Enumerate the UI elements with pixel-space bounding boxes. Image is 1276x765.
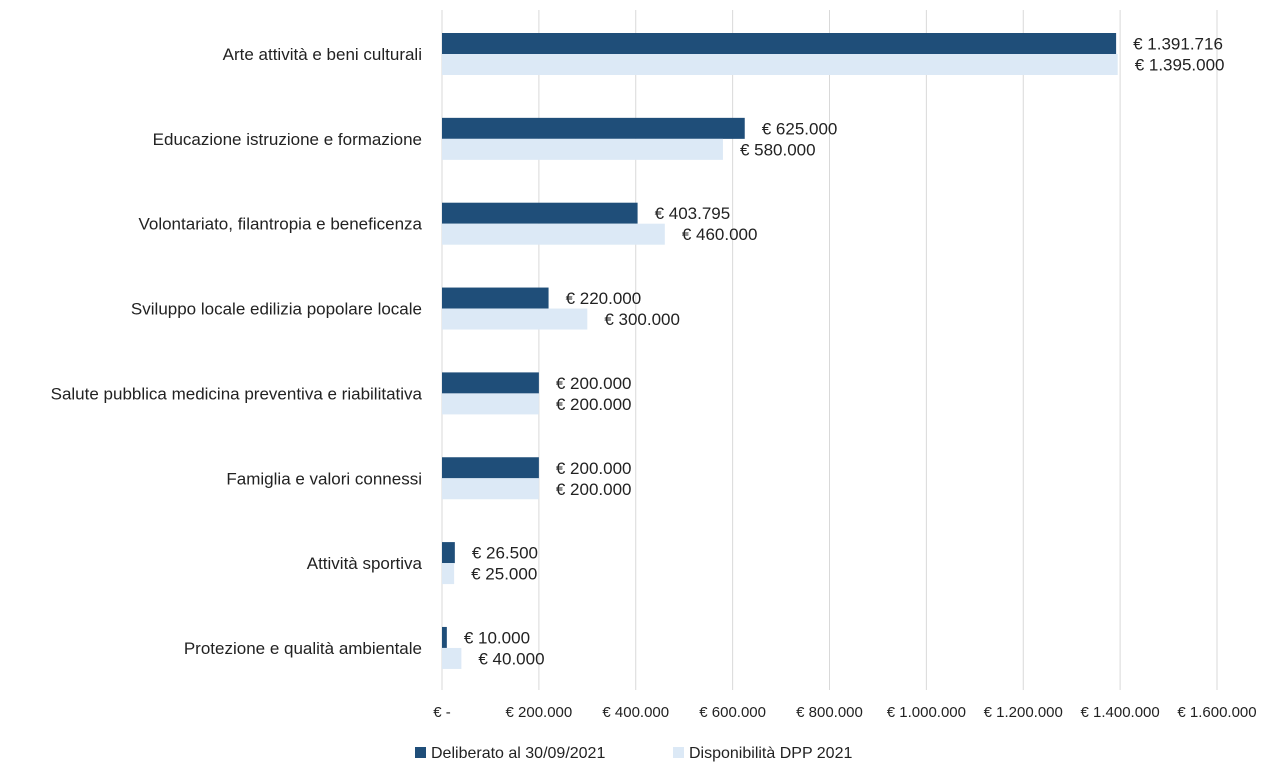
bar (442, 542, 455, 564)
x-axis-ticks: € - € 200.000 € 400.000 € 600.000 € 800.000 €… (433, 704, 1256, 721)
x-tick-label: € 1.400.000 (1081, 704, 1160, 721)
bar (442, 117, 745, 139)
bar (442, 647, 462, 669)
data-label: € 300.000 (604, 310, 680, 329)
category-label: Famiglia e valori connessi (226, 469, 422, 488)
bar (442, 33, 1117, 54)
data-label: € 26.500 (472, 544, 538, 563)
legend-swatch (415, 747, 426, 758)
bar (442, 372, 539, 394)
x-tick-label: € - (433, 704, 451, 721)
legend: Deliberato al 30/09/2021 Disponibilità DP… (415, 745, 852, 762)
x-tick-label: € 800.000 (796, 704, 863, 721)
x-tick-label: € 1.600.000 (1177, 704, 1256, 721)
category-label: Sviluppo locale edilizia popolare locale (131, 300, 422, 319)
data-labels: € 1.391.716 € 1.395.000 € 625.000 € 580.000… (464, 35, 1225, 669)
data-label: € 200.000 (556, 480, 632, 499)
gridlines (441, 10, 1218, 690)
category-labels: Arte attività e beni culturali Educazione… (51, 45, 423, 658)
data-label: € 1.391.716 (1133, 35, 1223, 54)
x-tick-label: € 1.000.000 (887, 704, 966, 721)
data-label: € 10.000 (464, 628, 530, 647)
data-label: € 200.000 (556, 395, 632, 414)
data-label: € 200.000 (556, 374, 632, 393)
category-label: Protezione e qualità ambientale (184, 639, 422, 658)
category-label: Educazione istruzione e formazione (153, 130, 422, 149)
bar (442, 478, 539, 500)
category-label: Arte attività e beni culturali (223, 45, 422, 64)
bar (442, 223, 665, 245)
data-label: € 625.000 (762, 119, 838, 138)
legend-label: Deliberato al 30/09/2021 (431, 745, 605, 762)
x-tick-label: € 400.000 (602, 704, 669, 721)
bar (442, 626, 447, 648)
data-label: € 460.000 (682, 225, 758, 244)
category-label: Volontariato, filantropia e beneficenza (138, 215, 422, 234)
data-label: € 403.795 (655, 204, 731, 223)
data-label: € 200.000 (556, 459, 632, 478)
bar (442, 308, 588, 330)
x-tick-label: € 600.000 (699, 704, 766, 721)
legend-label: Disponibilità DPP 2021 (689, 745, 852, 762)
bars (442, 33, 1118, 669)
x-tick-label: € 200.000 (506, 704, 573, 721)
data-label: € 580.000 (740, 140, 816, 159)
data-label: € 25.000 (471, 565, 537, 584)
data-label: € 1.395.000 (1135, 56, 1225, 75)
category-label: Attività sportiva (307, 554, 423, 573)
category-label: Salute pubblica medicina preventiva e ri… (51, 384, 423, 403)
legend-swatch (673, 747, 684, 758)
data-label: € 40.000 (478, 649, 544, 668)
bar (442, 563, 455, 585)
bar (442, 393, 539, 415)
bar (442, 138, 723, 160)
data-label: € 220.000 (566, 289, 642, 308)
x-tick-label: € 1.200.000 (984, 704, 1063, 721)
bar (442, 202, 638, 224)
bar (442, 54, 1118, 75)
bar (442, 457, 539, 479)
bar (442, 287, 549, 309)
